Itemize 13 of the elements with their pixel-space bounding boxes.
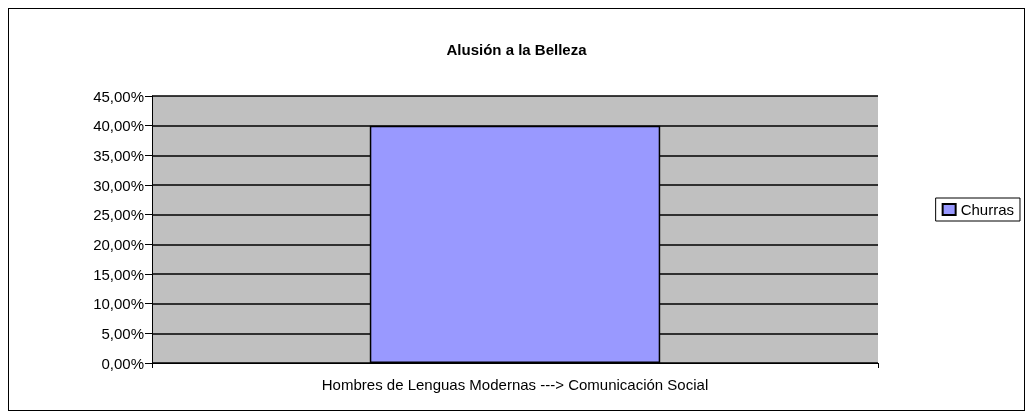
y-tick-label: 40,00% <box>93 117 144 135</box>
y-tick-label: 35,00% <box>93 146 144 164</box>
y-tick-label: 30,00% <box>93 176 144 194</box>
y-tick-label: 0,00% <box>101 354 144 372</box>
y-tick-label: 45,00% <box>93 87 144 105</box>
y-tick-label: 20,00% <box>93 235 144 253</box>
chart-title: Alusión a la Belleza <box>446 41 588 58</box>
legend-label: Churras <box>960 201 1015 218</box>
y-tick-label: 10,00% <box>93 295 144 313</box>
y-tick-label: 25,00% <box>93 206 144 224</box>
x-tick-label: Hombres de Lenguas Modernas ---> Comunicación Social <box>321 376 709 393</box>
y-tick-label: 5,00% <box>101 324 144 342</box>
y-tick-label: 15,00% <box>93 265 144 283</box>
